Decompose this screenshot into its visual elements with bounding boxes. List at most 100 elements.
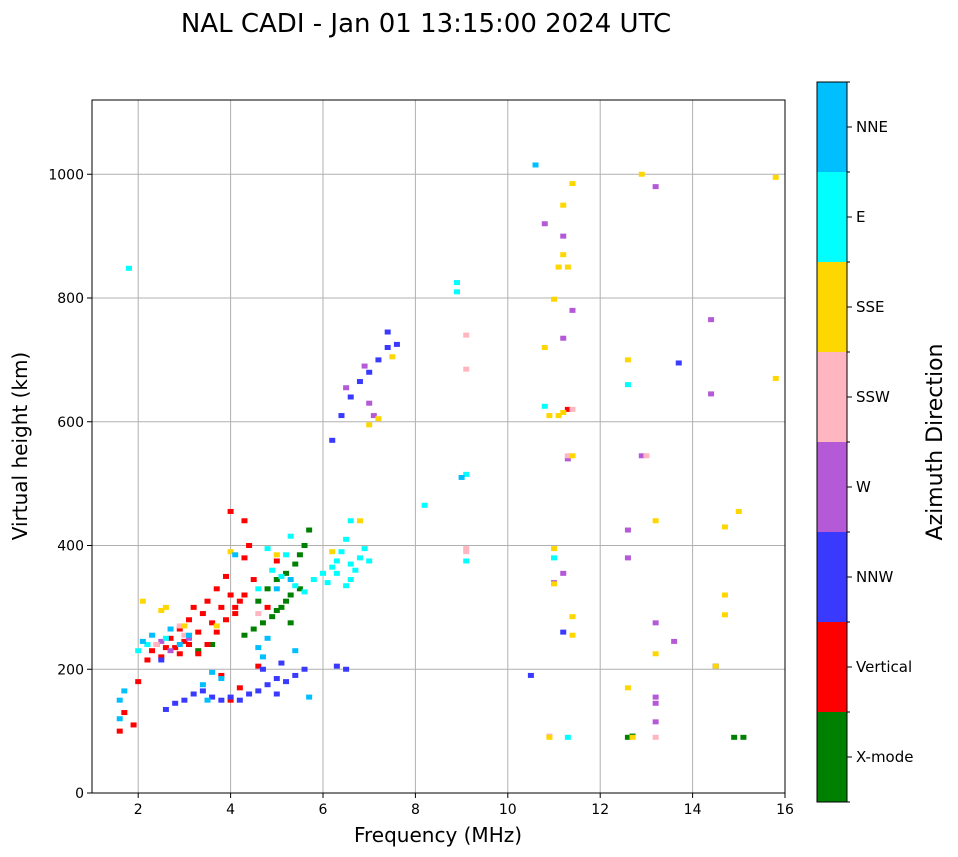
y-axis-label: Virtual height (km) xyxy=(8,352,32,541)
data-point xyxy=(213,629,220,635)
data-point xyxy=(181,623,188,629)
data-point xyxy=(560,335,567,341)
data-point xyxy=(564,456,571,462)
data-point xyxy=(569,453,576,459)
data-point xyxy=(135,648,142,654)
colorbar-segment xyxy=(817,262,847,352)
data-point xyxy=(638,171,645,177)
colorbar-segment xyxy=(817,712,847,802)
data-point xyxy=(296,586,303,592)
colorbar-label: W xyxy=(856,478,871,496)
data-point xyxy=(273,552,280,558)
data-point xyxy=(564,406,571,412)
data-point xyxy=(199,682,206,688)
data-point xyxy=(329,564,336,570)
data-point xyxy=(463,366,470,372)
data-point xyxy=(139,638,146,644)
y-tick-label: 800 xyxy=(57,291,84,307)
data-point xyxy=(121,688,128,694)
data-point xyxy=(199,611,206,617)
data-point xyxy=(384,329,391,335)
data-point xyxy=(283,679,290,685)
data-point xyxy=(301,666,308,672)
data-point xyxy=(366,422,373,428)
data-point xyxy=(708,317,715,323)
data-point xyxy=(652,694,659,700)
data-point xyxy=(218,604,225,610)
data-point xyxy=(772,174,779,180)
data-point xyxy=(306,694,313,700)
colorbar: X-mode Vertical NNW W SSW SSE E NNE xyxy=(816,81,913,803)
data-point xyxy=(735,508,742,514)
data-point xyxy=(347,394,354,400)
data-point xyxy=(149,632,156,638)
data-point xyxy=(273,558,280,564)
y-tick-label: 1000 xyxy=(48,167,84,183)
data-point xyxy=(241,555,248,561)
data-point xyxy=(218,676,225,682)
data-point xyxy=(181,632,188,638)
data-point xyxy=(227,592,234,598)
data-point xyxy=(296,552,303,558)
data-point xyxy=(375,357,382,363)
data-point xyxy=(333,663,340,669)
data-point xyxy=(389,354,396,360)
data-point xyxy=(139,598,146,604)
data-point xyxy=(569,181,576,187)
grid-lines xyxy=(92,100,786,794)
data-point xyxy=(241,632,248,638)
data-point xyxy=(366,558,373,564)
data-point xyxy=(652,184,659,190)
data-point xyxy=(333,558,340,564)
data-point xyxy=(190,604,197,610)
colorbar-segment xyxy=(817,532,847,622)
data-point xyxy=(629,734,636,740)
data-point xyxy=(624,734,631,740)
data-point xyxy=(624,527,631,533)
data-point xyxy=(172,645,179,651)
data-point xyxy=(527,672,534,678)
data-point xyxy=(283,598,290,604)
data-point xyxy=(195,651,202,657)
data-point xyxy=(555,264,562,270)
data-point xyxy=(255,663,262,669)
data-point xyxy=(162,645,169,651)
data-point xyxy=(273,586,280,592)
data-point xyxy=(218,672,225,678)
colorbar-label: E xyxy=(856,208,865,226)
data-point xyxy=(278,660,285,666)
data-point xyxy=(241,592,248,598)
data-point xyxy=(181,697,188,703)
data-point xyxy=(569,614,576,620)
data-point xyxy=(181,638,188,644)
data-point xyxy=(361,363,368,369)
data-point xyxy=(162,604,169,610)
data-point xyxy=(209,642,216,647)
data-point xyxy=(255,611,262,617)
data-point xyxy=(292,648,299,654)
data-point xyxy=(232,552,239,558)
data-point xyxy=(320,570,326,576)
data-point xyxy=(158,654,165,660)
data-point xyxy=(652,700,659,706)
data-point xyxy=(116,728,123,734)
data-point xyxy=(246,691,253,697)
data-point xyxy=(652,719,659,725)
x-tick-label: 8 xyxy=(411,802,420,818)
data-point xyxy=(176,642,183,647)
data-point xyxy=(624,555,631,561)
data-point xyxy=(421,502,428,508)
data-point xyxy=(259,654,266,660)
data-point xyxy=(366,369,373,375)
data-point xyxy=(356,555,363,561)
data-point xyxy=(116,697,123,703)
data-point xyxy=(167,635,174,641)
x-tick-label: 12 xyxy=(591,802,609,818)
data-point xyxy=(301,589,308,595)
data-point xyxy=(366,400,373,406)
data-point xyxy=(195,648,202,654)
data-point xyxy=(652,734,659,740)
data-point xyxy=(227,694,234,700)
data-point xyxy=(708,391,715,397)
data-point xyxy=(551,555,557,561)
